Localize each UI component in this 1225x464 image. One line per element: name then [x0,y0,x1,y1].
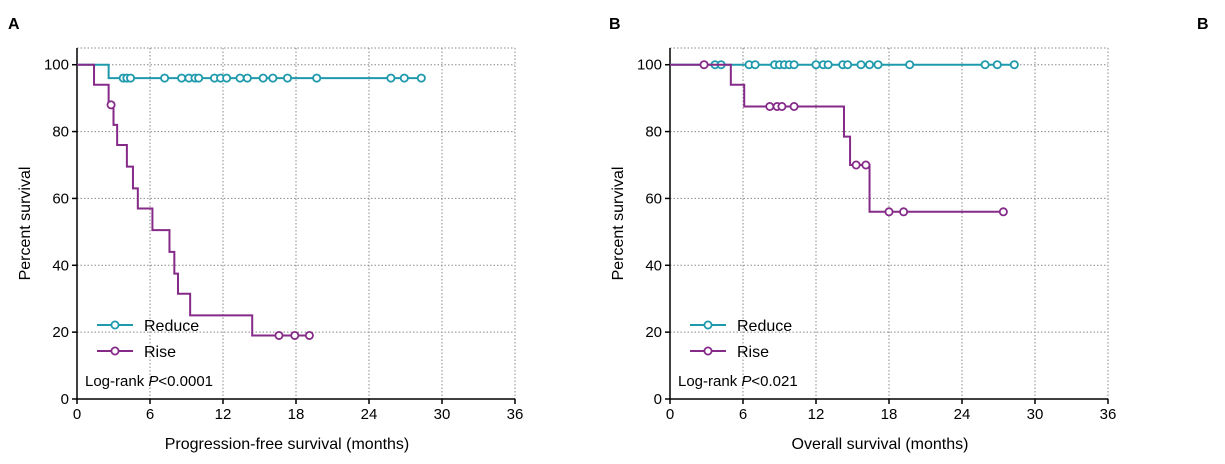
y-tick-label: 80 [645,124,662,141]
panel-label: B [609,16,621,33]
censor-mark-reduce [823,60,833,70]
censor-mark-rise [106,100,116,110]
censor-mark-reduce [177,73,187,83]
x-tick-label: 24 [954,406,971,423]
x-tick-label: 12 [215,406,232,423]
y-axis-title: Percent survival [17,167,34,281]
series-line-rise [670,63,1006,213]
censor-mark-reduce [258,73,268,83]
chart-panel-1: A 0 6 12 18 24 30 36 0 20 40 60 80 100 Progression-fre… [8,16,523,453]
legend-swatch-marker [703,320,713,330]
x-tick-label: 6 [739,406,747,423]
x-axis-title: Progression-free survival (months) [165,436,410,453]
censor-mark-reduce [160,73,170,83]
censor-mark-reduce [905,60,915,70]
censor-mark-rise [699,60,709,70]
logrank-annotation: Log-rank P<0.021 [678,373,798,390]
censor-mark-reduce [856,60,866,70]
censor-mark-rise [789,102,799,112]
y-tick-label: 100 [44,57,69,74]
censor-mark-rise [304,330,314,340]
censor-mark-reduce [399,73,409,83]
legend-swatch-marker [110,346,120,356]
logrank-p-symbol: P [148,373,158,390]
censor-mark-rise [765,102,775,112]
y-tick-label: 40 [645,257,662,274]
x-tick-label: 24 [361,406,378,423]
y-tick-label: 40 [52,257,69,274]
censor-mark-rise [861,160,871,170]
panel-label: A [8,16,20,33]
censor-mark-reduce [222,73,232,83]
censor-mark-reduce [312,73,322,83]
censor-mark-reduce [873,60,883,70]
censor-mark-rise [998,207,1008,217]
censor-mark-reduce [843,60,853,70]
y-tick-label: 20 [52,324,69,341]
logrank-value: <0.0001 [158,373,213,390]
legend-label: Rise [737,344,769,361]
x-tick-label: 18 [881,406,898,423]
y-tick-label: 80 [52,124,69,141]
censor-mark-reduce [268,73,278,83]
censor-mark-reduce [789,60,799,70]
legend-label: Rise [144,344,176,361]
censor-mark-reduce [126,73,136,83]
x-tick-label: 30 [1027,406,1044,423]
logrank-prefix: Log-rank [85,373,148,390]
censor-mark-rise [851,160,861,170]
censor-mark-rise [274,330,284,340]
logrank-annotation: Log-rank P<0.0001 [85,373,213,390]
censor-mark-reduce [811,60,821,70]
logrank-prefix: Log-rank [678,373,741,390]
censor-mark-rise [884,207,894,217]
y-tick-label: 100 [637,57,662,74]
censor-mark-reduce [194,73,204,83]
y-tick-label: 0 [61,391,69,408]
censor-mark-reduce [282,73,292,83]
chart-panel-2: B 0 6 12 18 24 30 36 0 20 40 60 80 100 Overall surviva… [609,16,1116,453]
y-tick-label: 60 [52,190,69,207]
legend-swatch-marker [703,346,713,356]
censor-mark-reduce [992,60,1002,70]
legend-label: Reduce [144,318,199,335]
x-axis-title: Overall survival (months) [792,436,969,453]
legend-label: Reduce [737,318,792,335]
x-tick-label: 0 [73,406,81,423]
y-axis-title: Percent survival [610,167,627,281]
censor-mark-reduce [980,60,990,70]
y-tick-label: 20 [645,324,662,341]
x-tick-label: 6 [146,406,154,423]
x-tick-label: 0 [666,406,674,423]
censor-mark-reduce [235,73,245,83]
x-tick-label: 36 [507,406,524,423]
censor-mark-reduce [386,73,396,83]
censor-mark-reduce [750,60,760,70]
corner-panel-letter: B [1197,16,1209,33]
y-tick-label: 60 [645,190,662,207]
x-tick-label: 18 [288,406,305,423]
logrank-value: <0.021 [751,373,797,390]
x-tick-label: 12 [808,406,825,423]
censor-mark-rise [899,207,909,217]
x-tick-label: 36 [1100,406,1117,423]
censor-mark-reduce [416,73,426,83]
censor-mark-reduce [1009,60,1019,70]
censor-mark-reduce [242,73,252,83]
censor-mark-rise [777,102,787,112]
logrank-p-symbol: P [741,373,751,390]
censor-mark-rise [290,330,300,340]
censor-mark-reduce [865,60,875,70]
y-tick-label: 0 [654,391,662,408]
legend-swatch-marker [110,320,120,330]
x-tick-label: 30 [434,406,451,423]
